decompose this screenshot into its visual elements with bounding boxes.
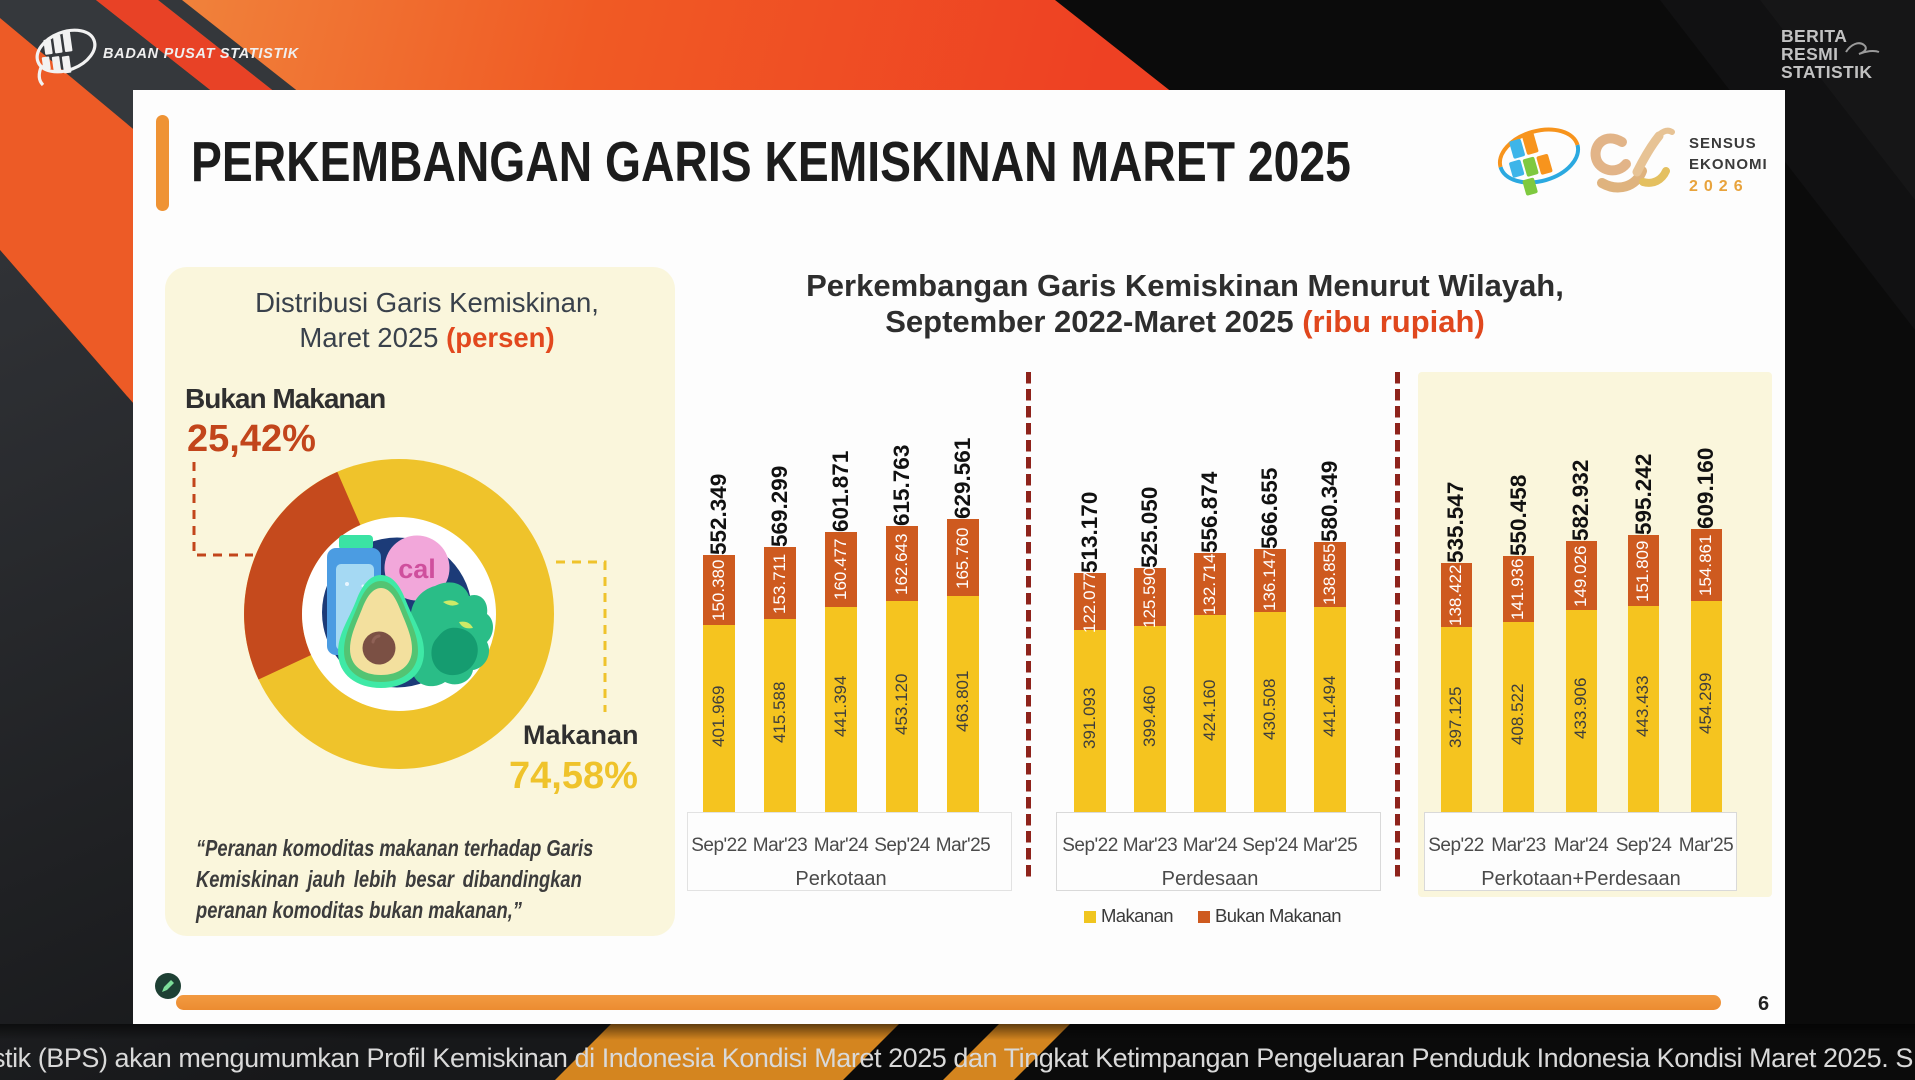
- svg-text:BERITA: BERITA: [1781, 26, 1847, 46]
- svg-text:stik (BPS) akan mengumumkan Pr: stik (BPS) akan mengumumkan Profil Kemis…: [0, 1043, 1913, 1073]
- svg-text:BADAN PUSAT STATISTIK: BADAN PUSAT STATISTIK: [103, 46, 300, 62]
- svg-text:RESMI: RESMI: [1781, 44, 1838, 64]
- svg-text:EKONOMI: EKONOMI: [1689, 156, 1768, 173]
- svg-text:SENSUS: SENSUS: [1689, 135, 1757, 152]
- svg-text:2026: 2026: [1689, 178, 1749, 195]
- svg-text:STATISTIK: STATISTIK: [1781, 62, 1872, 82]
- svg-text:cal: cal: [398, 554, 436, 584]
